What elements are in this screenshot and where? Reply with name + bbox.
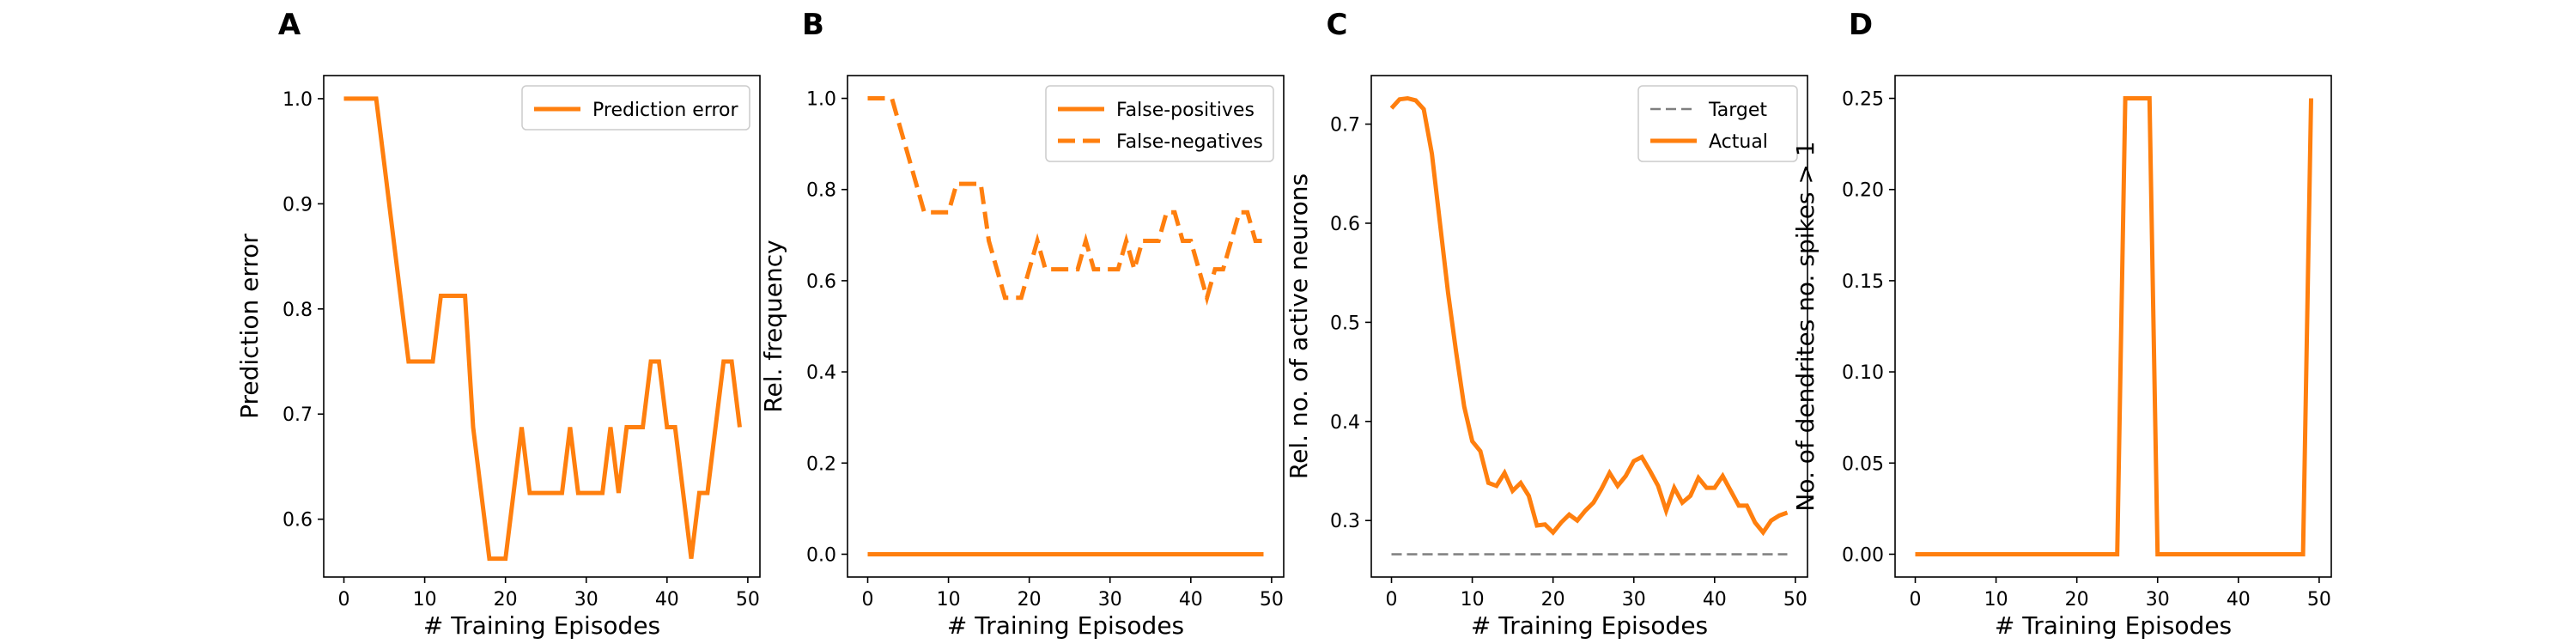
legend: Prediction error [521, 85, 750, 131]
y-tick-label: 0.5 [1330, 313, 1360, 334]
x-tick-label: 0 [862, 589, 874, 611]
x-axis-label: # Training Episodes [947, 611, 1184, 640]
y-tick-label: 0.7 [1330, 115, 1360, 137]
x-tick-label: 40 [655, 589, 679, 611]
y-tick-label: 0.7 [283, 404, 313, 426]
x-axis-label: # Training Episodes [1995, 611, 2232, 640]
y-tick-label: 0.9 [283, 194, 313, 216]
legend-box [1045, 85, 1274, 162]
panel-letter: D [1849, 8, 1873, 42]
chart-panel-b: B 0 10 20 30 40 50 0.0 0.2 0.4 0.6 0.8 1.0 # Training… [759, 8, 1285, 640]
x-tick-label: 50 [2307, 589, 2331, 611]
x-tick-label: 50 [1783, 589, 1807, 611]
legend: False-positives False-negatives [1045, 85, 1274, 162]
x-tick-label: 30 [2146, 589, 2170, 611]
chart-panel-c: C 0 10 20 30 40 50 0.3 0.4 0.5 0.6 0.7 # Training Ep… [1285, 8, 1808, 640]
x-tick-label: 20 [1541, 589, 1565, 611]
y-tick-label: 0.3 [1330, 511, 1360, 532]
x-tick-label: 10 [1984, 589, 2008, 611]
series-prediction-error-line [343, 96, 742, 562]
x-tick-label: 30 [1622, 589, 1646, 611]
series-false-negatives-line [867, 96, 1264, 306]
y-axis-label: No. of dendrites no. spikes > 1 [1791, 141, 1820, 511]
y-tick-label: 0.4 [806, 362, 836, 384]
series-data-line [1915, 96, 2313, 556]
y-axis-label: Rel. frequency [759, 240, 787, 412]
x-axis-label: # Training Episodes [423, 611, 660, 640]
x-tick-label: 20 [2065, 589, 2089, 611]
x-tick-label: 20 [494, 589, 518, 611]
x-tick-label: 10 [413, 589, 437, 611]
x-tick-label: 40 [1703, 589, 1727, 611]
y-tick-label: 0.2 [806, 453, 836, 475]
y-tick-label: 0.00 [1842, 544, 1884, 566]
y-tick-label: 0.25 [1842, 89, 1884, 111]
y-tick-label: 0.8 [806, 180, 836, 202]
x-tick-label: 40 [1179, 589, 1203, 611]
axes-frame [847, 75, 1285, 578]
x-tick-label: 20 [1018, 589, 1042, 611]
axes-frame [1370, 75, 1808, 578]
legend-label: Prediction error [592, 100, 738, 121]
legend-label: Actual [1709, 131, 1768, 153]
x-axis-label: # Training Episodes [1471, 611, 1708, 640]
series-actual-line [1389, 95, 1789, 537]
x-tick-label: 0 [1386, 589, 1398, 611]
y-axis-label: Prediction error [235, 234, 264, 419]
legend-label: Target [1708, 100, 1767, 121]
chart-panel-d: D 0 10 20 30 40 50 0.00 0.05 0.10 0.15 0.20 0.25 # Tr… [1791, 8, 2332, 640]
x-tick-label: 0 [338, 589, 350, 611]
panel-letter: A [278, 8, 301, 42]
x-tick-label: 50 [1260, 589, 1284, 611]
panel-letter: B [802, 8, 824, 42]
panel-letter: C [1327, 8, 1348, 42]
y-tick-label: 1.0 [283, 89, 313, 111]
legend: Target Actual [1637, 85, 1798, 162]
x-tick-label: 40 [2227, 589, 2251, 611]
y-tick-label: 0.20 [1842, 180, 1884, 202]
legend-box [521, 85, 750, 131]
x-tick-label: 30 [1098, 589, 1122, 611]
y-tick-label: 0.0 [806, 544, 836, 566]
y-tick-label: 1.0 [806, 89, 836, 111]
y-axis-label: Rel. no. of active neurons [1285, 173, 1313, 479]
x-tick-label: 30 [574, 589, 598, 611]
y-tick-label: 0.15 [1842, 271, 1884, 293]
y-tick-label: 0.05 [1842, 453, 1884, 475]
y-tick-label: 0.6 [1330, 214, 1360, 235]
axes-frame [323, 75, 761, 578]
y-tick-label: 0.8 [283, 300, 313, 321]
legend-label: False-positives [1116, 100, 1255, 121]
x-tick-label: 10 [937, 589, 961, 611]
y-tick-label: 0.10 [1842, 362, 1884, 384]
x-tick-label: 50 [736, 589, 760, 611]
y-tick-label: 0.6 [806, 271, 836, 293]
x-tick-label: 0 [1910, 589, 1922, 611]
axes-frame [1894, 75, 2332, 578]
legend-label: False-negatives [1116, 131, 1263, 153]
chart-panel-a: A 0 10 20 30 40 50 0.6 0.7 0.8 0.9 1.0 # Training Ep… [235, 8, 761, 640]
y-tick-label: 0.6 [283, 510, 313, 532]
y-tick-label: 0.4 [1330, 412, 1360, 434]
x-tick-label: 10 [1461, 589, 1485, 611]
